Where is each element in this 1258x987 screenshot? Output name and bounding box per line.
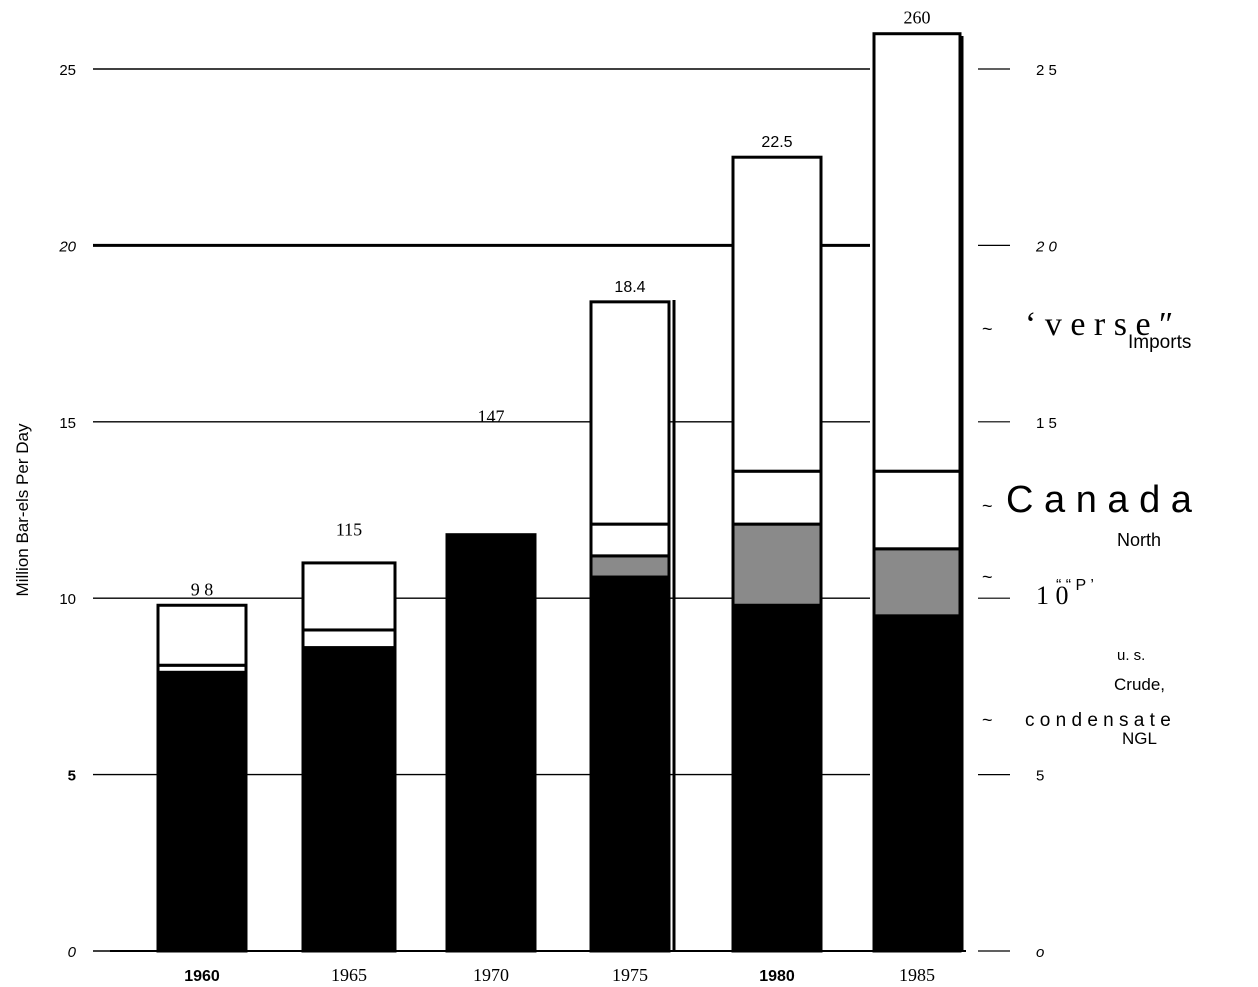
bar-segment bbox=[301, 646, 397, 953]
legend-label: C a n a d a bbox=[1006, 479, 1193, 521]
legend-label: North bbox=[1117, 530, 1161, 550]
x-tick-label: 1965 bbox=[331, 965, 367, 985]
bar-total-label: 9 8 bbox=[191, 579, 214, 599]
y-tick-label-right: 5 bbox=[1036, 768, 1044, 785]
legend-label: “ “ P ’ bbox=[1056, 577, 1094, 594]
bar-total-label: 147 bbox=[478, 406, 505, 426]
y-tick-label-left: 0 bbox=[68, 944, 77, 961]
legend-pointer: ~ bbox=[982, 496, 993, 516]
y-tick-label-left: 20 bbox=[58, 238, 76, 255]
bar-total-label: 115 bbox=[336, 519, 362, 539]
y-tick-label-left: 25 bbox=[59, 62, 76, 79]
bar-segment bbox=[589, 575, 671, 953]
bar-segment bbox=[872, 614, 962, 953]
x-tick-label: 1980 bbox=[759, 968, 795, 985]
bar-segment bbox=[156, 603, 248, 667]
x-tick-label: 1985 bbox=[899, 965, 935, 985]
bar-segment bbox=[731, 522, 823, 607]
legend-pointer: ~ bbox=[982, 319, 993, 339]
y-tick-label-right: o bbox=[1036, 944, 1044, 961]
bar-segment bbox=[301, 628, 397, 650]
bar-segment bbox=[445, 533, 537, 953]
legend-label: c o n d e n s a t e bbox=[1025, 710, 1171, 731]
y-tick-label-right: 1 0 bbox=[1036, 581, 1069, 610]
x-tick-label: 1970 bbox=[473, 965, 509, 985]
bar-total-label: 22.5 bbox=[761, 134, 792, 151]
bar-segment bbox=[731, 603, 823, 953]
bar-segment bbox=[156, 670, 248, 953]
y-tick-label-left: 5 bbox=[68, 768, 76, 785]
legend: ‘ v e r s e ″Imports C a n a d a North “ “ … bbox=[982, 306, 1193, 748]
bar-segment bbox=[589, 554, 671, 579]
legend-label: ‘ v e r s e ″ bbox=[1025, 306, 1173, 343]
legend-label: Imports bbox=[1128, 332, 1191, 353]
legend-label: Crude, bbox=[1114, 675, 1165, 694]
axes: 0 5 10 15 20 25 o 5 1 0 1 5 2 0 2 5 Million Bar-els … bbox=[13, 62, 1069, 985]
y-tick-label-right: 1 5 bbox=[1036, 415, 1057, 432]
legend-pointer: ~ bbox=[982, 567, 993, 587]
bars: 9 8 115 147 18.4 22.5 260 bbox=[156, 8, 964, 953]
bar-segment bbox=[589, 300, 671, 526]
bar-total-label: 260 bbox=[904, 8, 931, 28]
bar-total-label: 18.4 bbox=[614, 279, 645, 296]
y-axis-label: Million Bar-els Per Day bbox=[13, 423, 32, 596]
y-tick-label-left: 10 bbox=[59, 591, 76, 608]
legend-label: u. s. bbox=[1117, 647, 1145, 664]
bar-segment bbox=[872, 32, 962, 473]
bar-segment bbox=[731, 469, 823, 526]
x-tick-label: 1975 bbox=[612, 965, 648, 985]
bar-segment bbox=[301, 561, 397, 632]
bar-segment bbox=[872, 547, 962, 618]
bar-segment bbox=[731, 155, 823, 473]
y-tick-label-right: 2 5 bbox=[1036, 62, 1057, 79]
legend-pointer: ~ bbox=[982, 710, 993, 730]
bar-segment bbox=[872, 469, 962, 551]
x-tick-label: 1960 bbox=[184, 968, 220, 985]
y-tick-label-right: 2 0 bbox=[1035, 238, 1058, 255]
bar-segment bbox=[589, 522, 671, 558]
y-tick-label-left: 15 bbox=[59, 415, 76, 432]
legend-label: NGL bbox=[1122, 729, 1157, 748]
